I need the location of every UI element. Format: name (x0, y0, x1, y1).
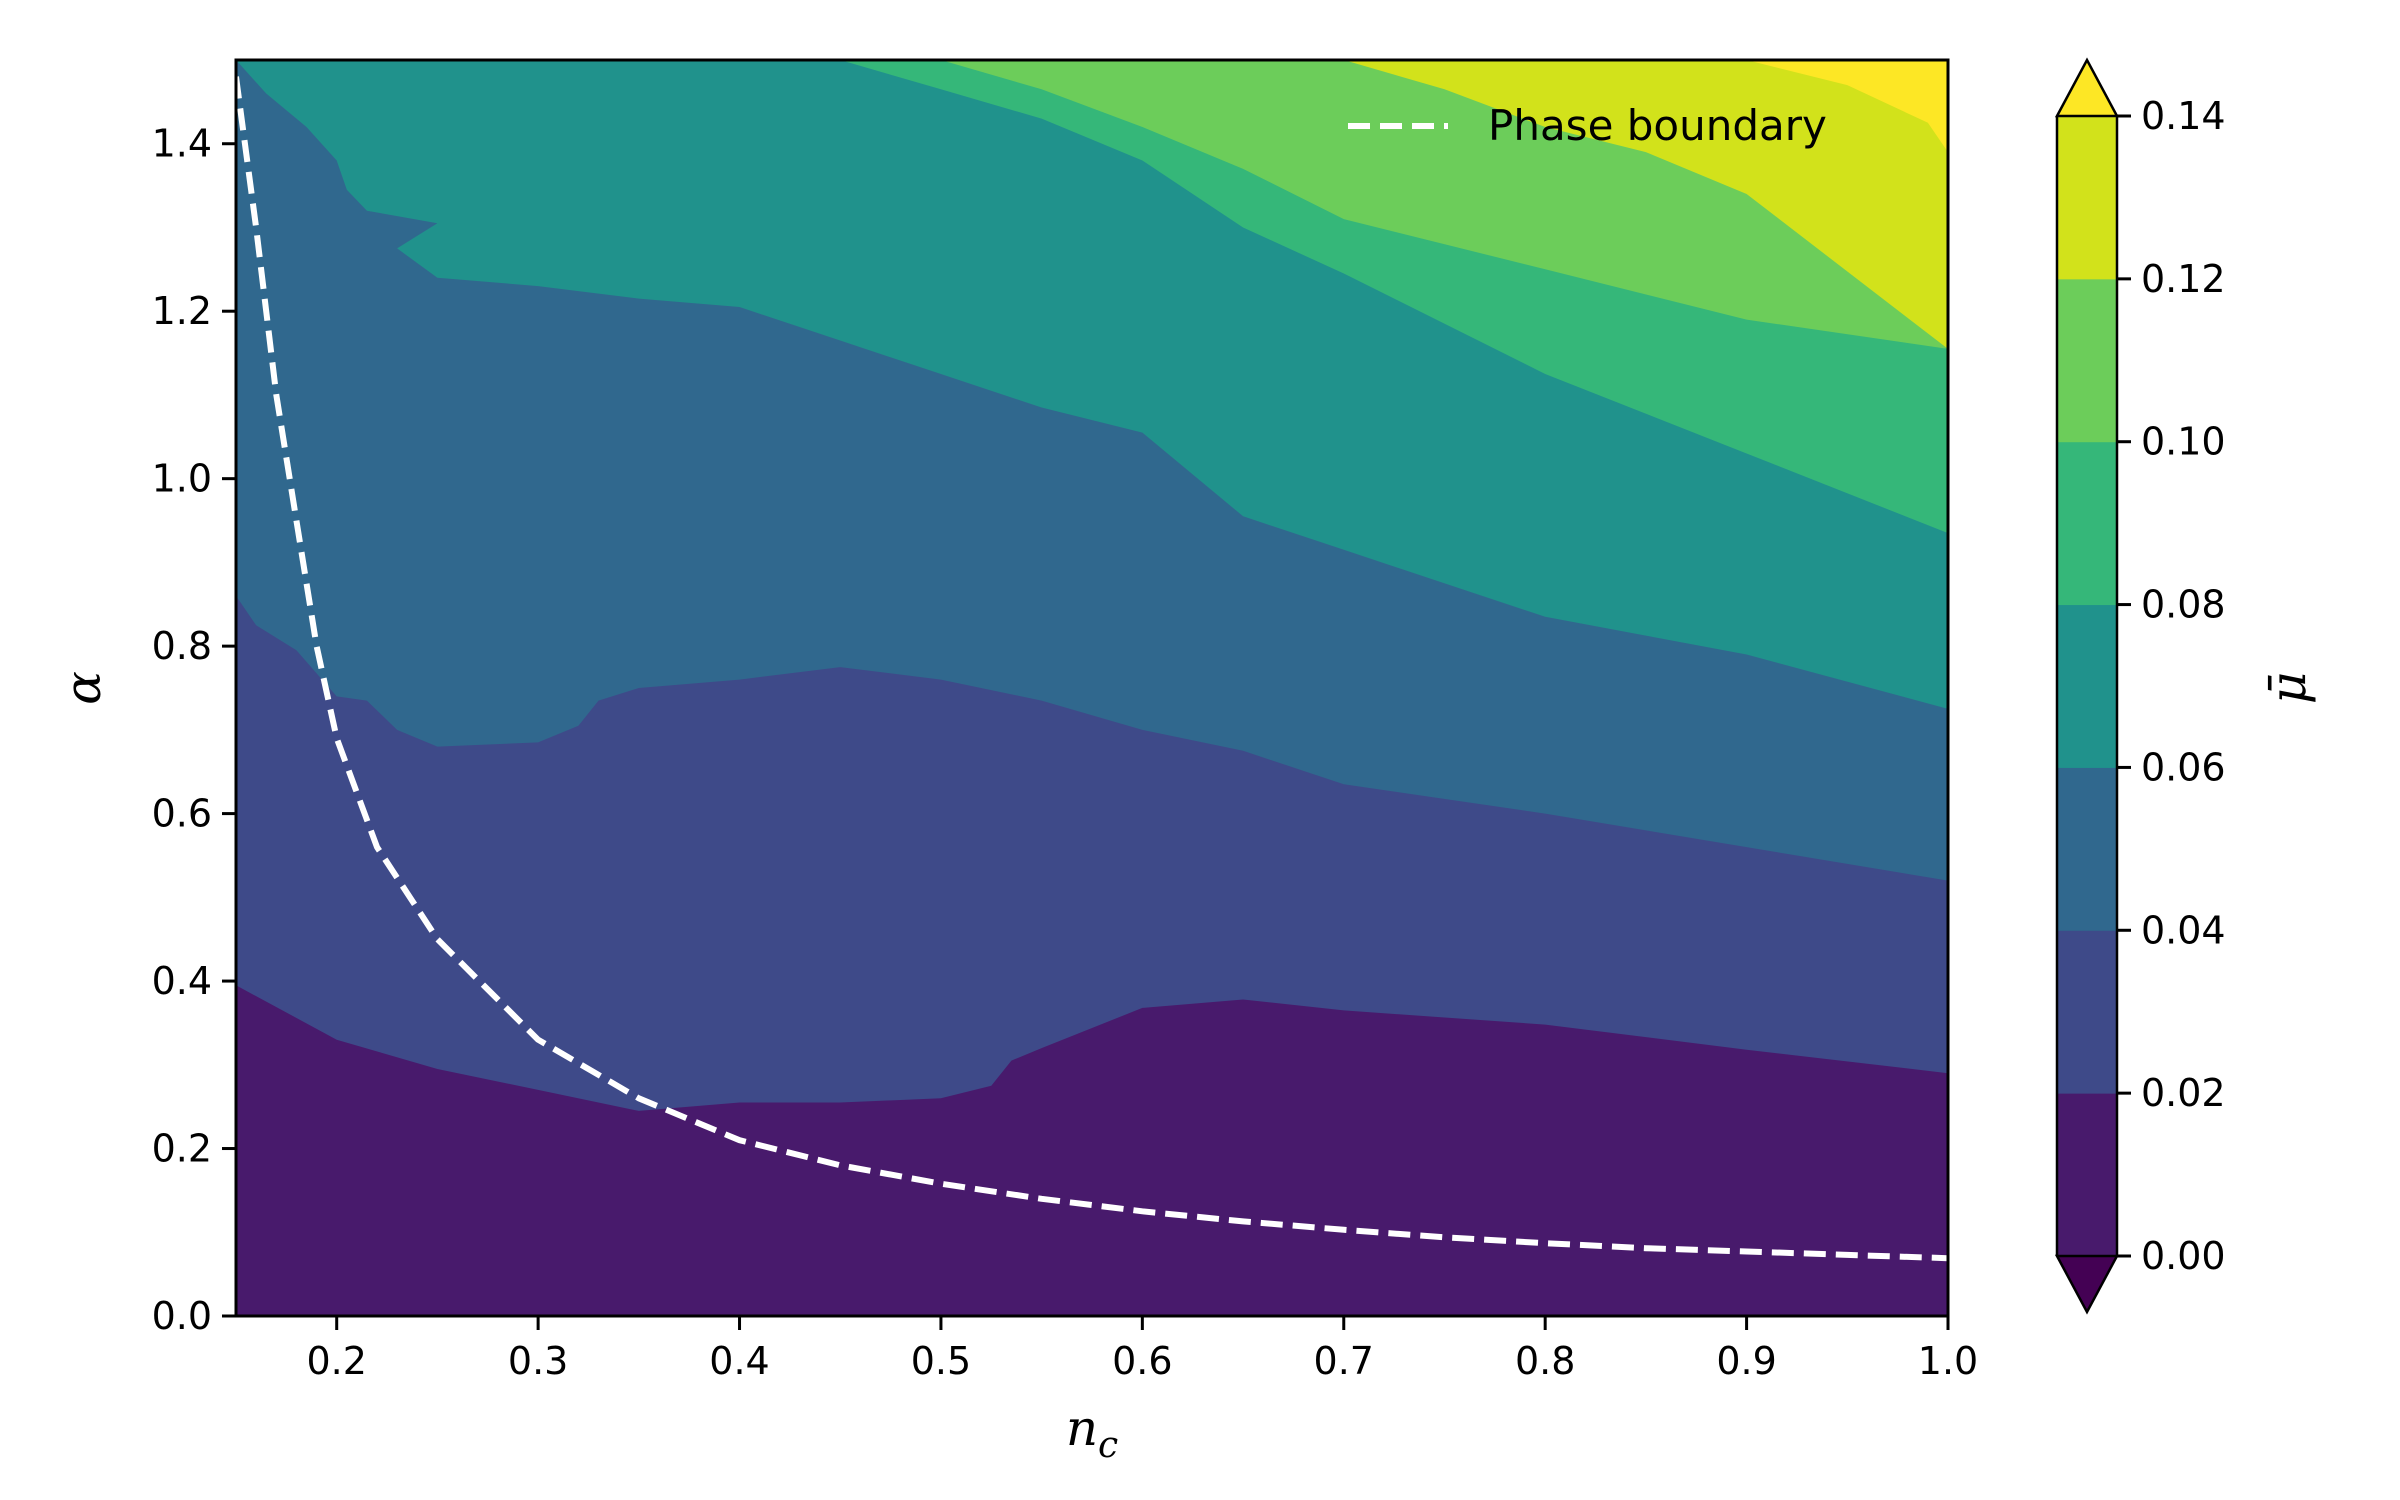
colorbar-ticks: 0.00 0.02 0.04 0.06 0.08 0.10 0.12 0.14 (2117, 94, 2226, 1278)
colorbar-band (2057, 441, 2117, 606)
x-axis-ticks: 0.2 0.3 0.4 0.5 0.6 0.7 0.8 0.9 1.0 (306, 1316, 1978, 1383)
x-tick-label: 0.3 (508, 1339, 568, 1383)
phase-boundary-layer (236, 76, 1948, 1262)
colorbar-bands (2054, 57, 2120, 1315)
x-tick-label: 0.7 (1314, 1339, 1374, 1383)
colorbar-under-arrow (2054, 1254, 2120, 1315)
x-axis-label: nc (1066, 1399, 1118, 1466)
y-axis-ticks: 0.0 0.2 0.4 0.6 0.8 1.0 1.2 1.4 (152, 122, 236, 1338)
colorbar-band (2057, 116, 2117, 280)
legend: Phase boundary (1348, 101, 1827, 150)
colorbar-tick-label: 0.10 (2141, 420, 2226, 464)
colorbar-band (2057, 767, 2117, 931)
contour-band-above-0.14 (1746, 60, 1948, 153)
y-tick-label: 0.2 (152, 1127, 212, 1171)
plot-frame (234, 58, 1950, 1318)
x-tick-label: 0.4 (709, 1339, 769, 1383)
colorbar-tick-label: 0.14 (2141, 94, 2226, 138)
legend-label: Phase boundary (1488, 101, 1827, 150)
colorbar: 0.00 0.02 0.04 0.06 0.08 0.10 0.12 0.14 (2054, 57, 2226, 1315)
x-tick-label: 0.6 (1112, 1339, 1172, 1383)
y-tick-label: 1.2 (152, 289, 212, 333)
colorbar-band (2057, 930, 2117, 1094)
contour-fills (236, 60, 1948, 1316)
x-tick-label: 0.5 (911, 1339, 971, 1383)
x-tick-label: 1.0 (1918, 1339, 1978, 1383)
y-tick-label: 0.4 (152, 959, 212, 1003)
contour-band-above-0.12 (1343, 60, 1948, 349)
x-tick-label: 0.9 (1716, 1339, 1776, 1383)
colorbar-tick-label: 0.02 (2141, 1071, 2226, 1115)
y-tick-label: 0.0 (152, 1294, 212, 1338)
colorbar-tick-label: 0.04 (2141, 908, 2226, 952)
colorbar-over-arrow (2054, 57, 2120, 118)
y-tick-label: 1.4 (152, 122, 212, 166)
x-tick-label: 0.2 (306, 1339, 366, 1383)
colorbar-band (2057, 1093, 2117, 1257)
y-tick-label: 0.6 (152, 792, 212, 836)
y-axis-label: α (54, 671, 112, 705)
colorbar-band (2057, 278, 2117, 443)
plot-area (234, 58, 1950, 1318)
colorbar-label: μ̄ (2259, 672, 2317, 705)
colorbar-tick-label: 0.00 (2141, 1234, 2226, 1278)
y-tick-label: 1.0 (152, 457, 212, 501)
colorbar-tick-label: 0.06 (2141, 745, 2226, 789)
phase-boundary-line (236, 76, 1948, 1262)
y-tick-label: 0.8 (152, 624, 212, 668)
colorbar-band (2057, 604, 2117, 768)
colorbar-tick-label: 0.12 (2141, 257, 2226, 301)
colorbar-tick-label: 0.08 (2141, 583, 2226, 627)
x-tick-label: 0.8 (1515, 1339, 1575, 1383)
